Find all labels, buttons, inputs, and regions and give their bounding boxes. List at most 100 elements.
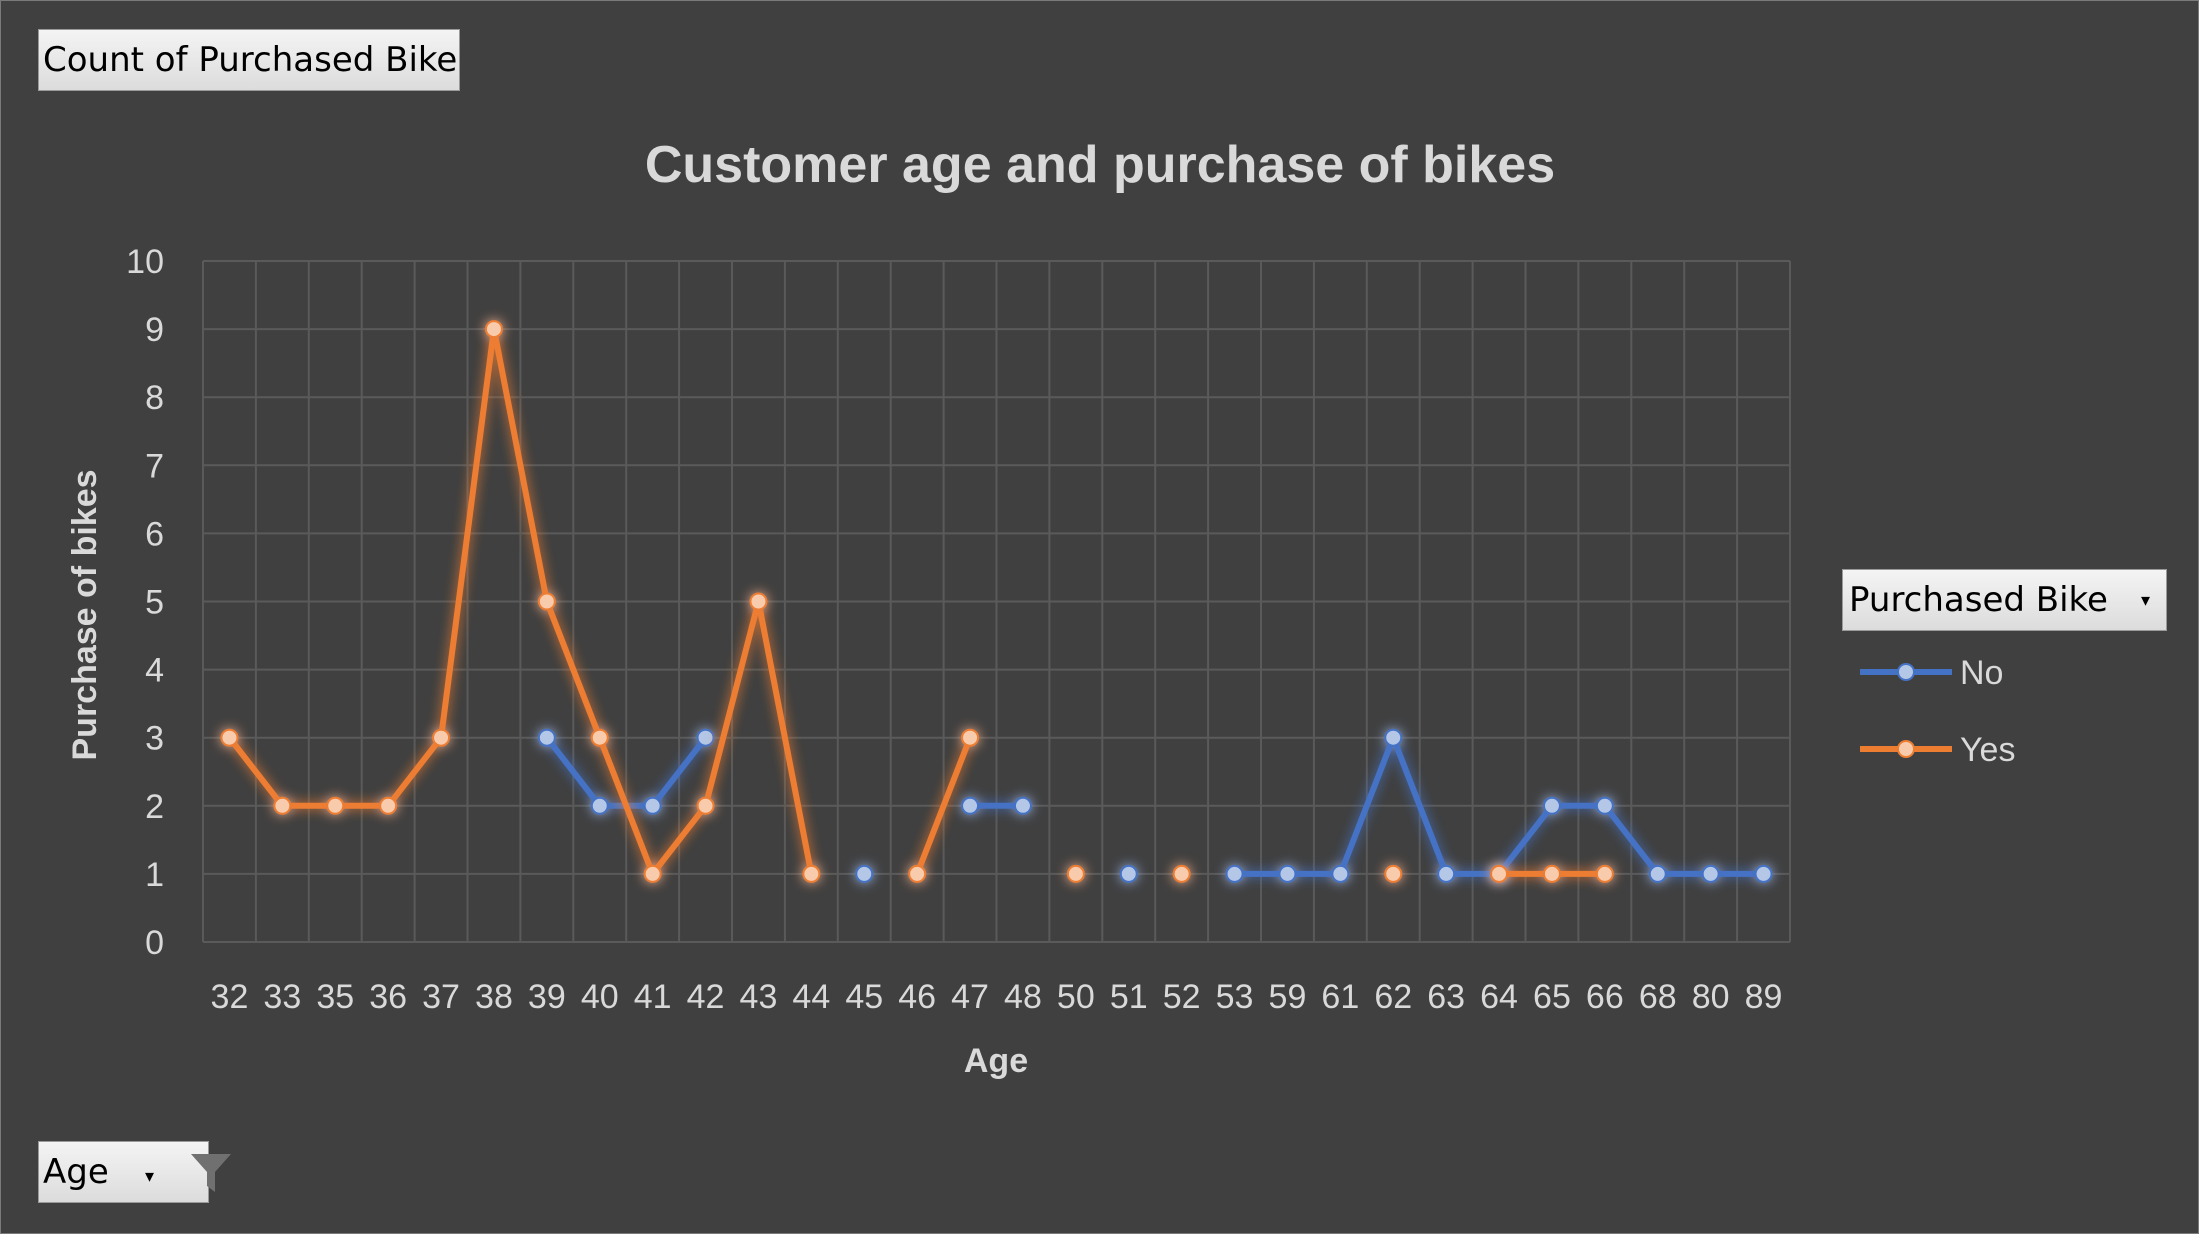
data-point-no[interactable] (1595, 796, 1614, 815)
x-tick-label: 89 (1745, 978, 1783, 1016)
legend-label-no[interactable]: No (1960, 654, 2003, 692)
x-tick-label: 44 (792, 978, 830, 1016)
y-tick-label: 4 (145, 652, 164, 690)
data-point-no[interactable] (1278, 864, 1297, 883)
chart-title: Customer age and purchase of bikes (645, 136, 1555, 194)
data-point-no[interactable] (643, 796, 662, 815)
data-point-yes[interactable] (537, 592, 556, 611)
y-tick-label: 9 (145, 311, 164, 349)
y-axis-ticks: 0 1 2 3 4 5 6 7 8 9 10 (126, 243, 164, 962)
y-tick-label: 8 (145, 379, 164, 417)
x-tick-label: 37 (422, 978, 460, 1016)
x-tick-label: 39 (528, 978, 566, 1016)
data-point-no[interactable] (696, 728, 715, 747)
data-point-yes[interactable] (1490, 864, 1509, 883)
x-tick-label: 33 (263, 978, 301, 1016)
legend-field-button[interactable]: Purchased Bike ▾ (1842, 569, 2167, 631)
x-tick-label: 40 (581, 978, 619, 1016)
y-axis-label: Purchase of bikes (66, 469, 104, 760)
data-point-no[interactable] (1542, 796, 1561, 815)
data-point-no[interactable] (1384, 728, 1403, 747)
x-tick-label: 53 (1216, 978, 1254, 1016)
x-tick-label: 65 (1533, 978, 1571, 1016)
x-tick-label: 47 (951, 978, 989, 1016)
data-point-yes[interactable] (908, 864, 927, 883)
series-line-yes (914, 734, 974, 877)
x-tick-label: 46 (898, 978, 936, 1016)
data-point-yes[interactable] (590, 728, 609, 747)
data-point-no[interactable] (855, 864, 874, 883)
data-point-no[interactable] (1013, 796, 1032, 815)
x-tick-label: 61 (1321, 978, 1359, 1016)
data-point-no[interactable] (961, 796, 980, 815)
data-point-yes[interactable] (696, 796, 715, 815)
data-point-yes[interactable] (643, 864, 662, 883)
data-point-no[interactable] (1437, 864, 1456, 883)
x-tick-label: 80 (1692, 978, 1730, 1016)
x-tick-label: 36 (369, 978, 407, 1016)
series-yes (220, 320, 1614, 883)
data-point-yes[interactable] (1384, 864, 1403, 883)
x-axis-label: Age (964, 1042, 1028, 1080)
data-point-no[interactable] (590, 796, 609, 815)
data-point-yes[interactable] (1172, 864, 1191, 883)
x-tick-label: 35 (316, 978, 354, 1016)
legend-field-label: Purchased Bike (1849, 580, 2108, 620)
data-point-yes[interactable] (1066, 864, 1085, 883)
x-tick-label: 52 (1163, 978, 1201, 1016)
data-point-no[interactable] (1225, 864, 1244, 883)
data-point-yes[interactable] (220, 728, 239, 747)
data-point-no[interactable] (1331, 864, 1350, 883)
x-tick-label: 66 (1586, 978, 1624, 1016)
data-point-yes[interactable] (273, 796, 292, 815)
x-axis-ticks: 32 33 35 36 37 38 39 40 41 42 43 44 45 46 47 48 50 51 52 53… (211, 978, 1783, 1016)
series-layer (220, 320, 1773, 883)
dropdown-arrow-icon: ▾ (145, 1166, 155, 1187)
x-tick-label: 62 (1374, 978, 1412, 1016)
data-point-yes[interactable] (432, 728, 451, 747)
data-point-no[interactable] (1754, 864, 1773, 883)
y-tick-label: 10 (126, 243, 164, 281)
data-point-yes[interactable] (1595, 864, 1614, 883)
x-tick-label: 63 (1427, 978, 1465, 1016)
x-tick-label: 45 (845, 978, 883, 1016)
data-point-no[interactable] (1701, 864, 1720, 883)
y-tick-label: 7 (145, 447, 164, 485)
data-point-yes[interactable] (749, 592, 768, 611)
x-tick-label: 42 (687, 978, 725, 1016)
data-point-yes[interactable] (1542, 864, 1561, 883)
count-field-button[interactable]: Count of Purchased Bike (38, 29, 460, 91)
dropdown-arrow-icon: ▾ (2141, 590, 2151, 611)
y-tick-label: 6 (145, 515, 164, 553)
x-tick-label: 50 (1057, 978, 1095, 1016)
x-tick-label: 48 (1004, 978, 1042, 1016)
funnel-filter-icon (191, 1154, 231, 1192)
data-point-yes[interactable] (379, 796, 398, 815)
x-tick-label: 51 (1110, 978, 1148, 1016)
x-tick-label: 38 (475, 978, 513, 1016)
y-tick-label: 1 (145, 856, 164, 894)
legend-marker-yes (1897, 740, 1915, 758)
x-tick-label: 64 (1480, 978, 1518, 1016)
x-tick-label: 68 (1639, 978, 1677, 1016)
count-field-label: Count of Purchased Bike (43, 40, 458, 80)
data-point-no[interactable] (1648, 864, 1667, 883)
x-tick-label: 59 (1269, 978, 1307, 1016)
x-tick-label: 43 (740, 978, 778, 1016)
legend-marker-no (1897, 663, 1915, 681)
y-tick-label: 3 (145, 720, 164, 758)
data-point-no[interactable] (1119, 864, 1138, 883)
y-tick-label: 5 (145, 584, 164, 622)
data-point-no[interactable] (537, 728, 556, 747)
age-filter-button[interactable]: Age ▾ (38, 1141, 231, 1203)
data-point-yes[interactable] (484, 320, 503, 339)
legend-label-yes[interactable]: Yes (1960, 731, 2015, 769)
chart-grid (202, 260, 1791, 943)
data-point-yes[interactable] (326, 796, 345, 815)
data-point-yes[interactable] (802, 864, 821, 883)
age-field-label: Age (43, 1152, 109, 1192)
legend: No Yes (1860, 654, 2015, 769)
data-point-yes[interactable] (961, 728, 980, 747)
